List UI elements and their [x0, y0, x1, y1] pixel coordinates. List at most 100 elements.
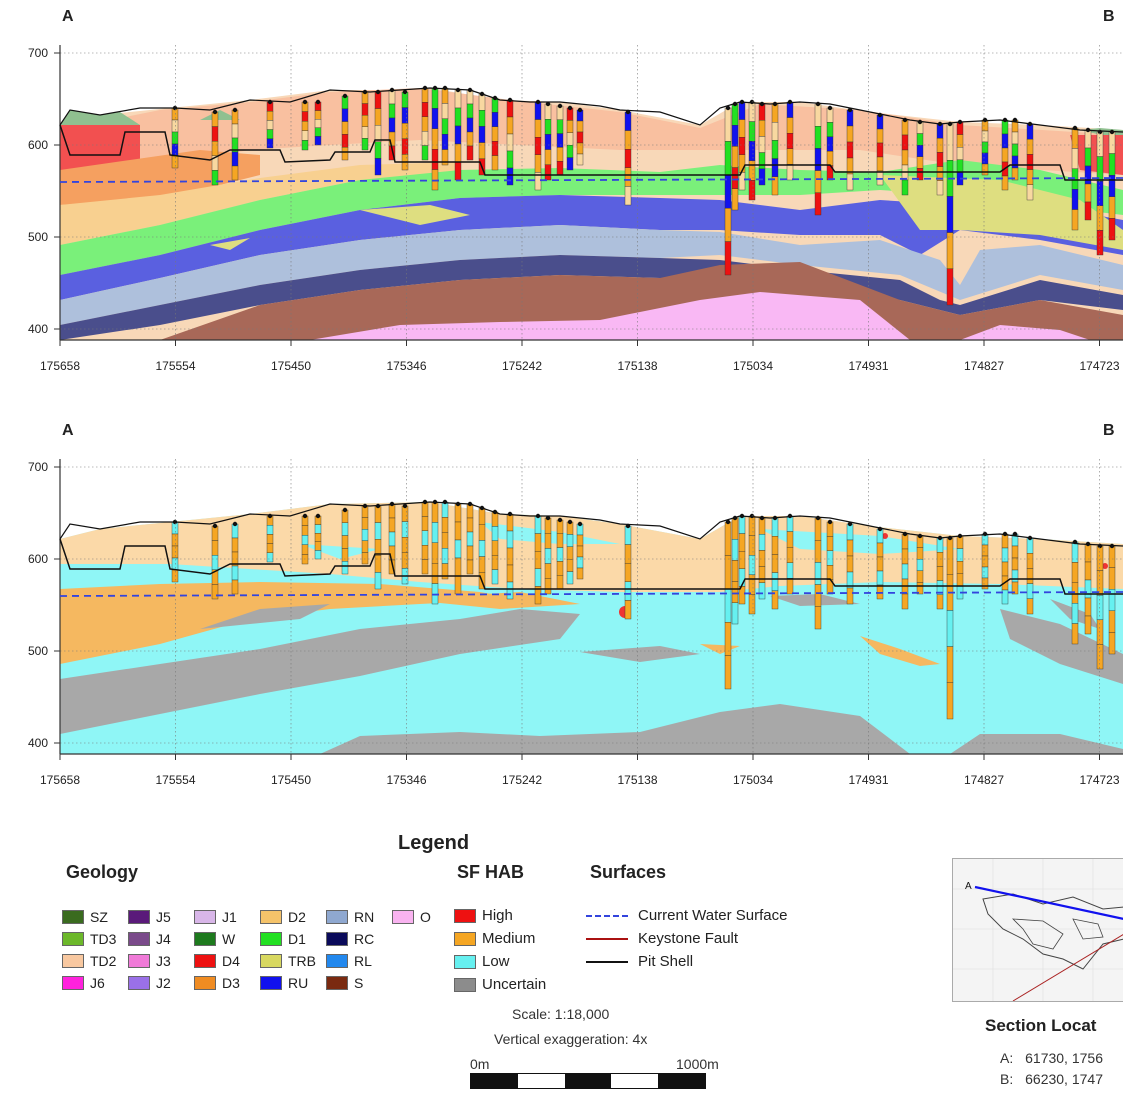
x-tick-label: 174723 [1079, 359, 1119, 373]
section-location-map: A [952, 858, 1123, 1002]
geology-swatch [62, 932, 84, 946]
x-tick-label: 175138 [617, 773, 657, 787]
geology-item-j6: J6 [62, 972, 128, 994]
geology-code: D4 [222, 953, 240, 969]
hab-uncertain-bottom-2 [950, 734, 1123, 754]
scale-bar [470, 1073, 706, 1089]
location-b-coords: 66230, 1747 [1025, 1071, 1103, 1087]
layer-ru [60, 195, 1123, 300]
geology-swatch [260, 910, 282, 924]
keystone-fault-map [1012, 934, 1123, 1001]
geology-item-ru: RU [260, 972, 326, 994]
geology-code: J4 [156, 931, 171, 947]
section-location-title: Section Locat [985, 1016, 1097, 1035]
water-surface-line [59, 177, 1123, 183]
sfhab-swatch [454, 954, 476, 969]
section-location-a: A: 61730, 1756 [1000, 1050, 1103, 1066]
geology-item-td3: TD3 [62, 928, 128, 950]
geology-swatch [194, 976, 216, 990]
geology-swatch [326, 910, 348, 924]
geology-code: RL [354, 953, 372, 969]
hab-high-spot-2 [882, 533, 888, 539]
geology-item-rl: RL [326, 950, 392, 972]
geology-item-j2: J2 [128, 972, 194, 994]
geology-item-td2: TD2 [62, 950, 128, 972]
geology-swatch [326, 954, 348, 968]
geology-code: J2 [156, 975, 171, 991]
geology-legend: SZ J5 J1 D2 RN O TD3 J4 W D1 RC TD2 J3 D4 TRB RL J6 J2 D3 R… [62, 906, 458, 994]
geology-code: TD3 [90, 931, 117, 947]
y-tick-label: 400 [28, 322, 48, 336]
geology-swatch [260, 976, 282, 990]
layer-rc [60, 255, 1123, 340]
geology-empty-slot [392, 928, 458, 950]
terrain-surface [59, 501, 1123, 547]
map-outline [982, 893, 1123, 970]
x-axis: 175658 175554 175450 175346 175242 175138 1750… [40, 754, 1120, 787]
y-axis: 700 600 500 400 [28, 46, 60, 336]
geology-swatch [128, 976, 150, 990]
surface-line-swatch [586, 914, 628, 917]
y-tick-label: 600 [28, 552, 48, 566]
geology-code: S [354, 975, 364, 991]
geology-swatch [260, 954, 282, 968]
hab-medium-top [60, 502, 1123, 592]
section-location-b: B: 66230, 1747 [1000, 1071, 1103, 1087]
x-tick-label: 175346 [386, 773, 426, 787]
geology-code: W [222, 931, 236, 947]
x-tick-label: 175554 [155, 359, 195, 373]
pit-shell-line [59, 538, 1123, 595]
layer-d3 [60, 150, 260, 205]
scalebar-end-label: 1000m [676, 1056, 719, 1072]
geology-swatch [326, 932, 348, 946]
sfhab-item-high: High [454, 904, 546, 927]
layer-o [310, 292, 910, 340]
sfhab-legend-title: SF HAB [457, 862, 524, 882]
geology-item-s: S [326, 972, 392, 994]
x-tick-label: 175450 [271, 359, 311, 373]
geology-swatch [194, 932, 216, 946]
geology-item-j4: J4 [128, 928, 194, 950]
sfhab-item-uncertain: Uncertain [454, 973, 546, 996]
x-tick-label: 175658 [40, 359, 80, 373]
geology-code: D2 [288, 909, 306, 925]
geology-code: RN [354, 909, 375, 925]
inset-a-label: A [965, 881, 972, 892]
scale-label: Scale: 1:18,000 [512, 1006, 610, 1022]
y-tick-label: 700 [28, 46, 48, 60]
geology-empty-slot [392, 972, 458, 994]
geology-swatch [260, 932, 282, 946]
layer-d1 [60, 160, 1123, 275]
sfhab-legend: High Medium Low Uncertain [454, 904, 546, 996]
y-axis: 700 600 500 400 [28, 460, 60, 750]
geology-swatch [128, 932, 150, 946]
geology-item-o: O [392, 906, 458, 928]
section1-point-a: A [62, 8, 74, 25]
sfhab-label: Low [482, 953, 510, 970]
location-a-label: A: [1000, 1050, 1014, 1066]
surface-label: Keystone Fault [638, 930, 739, 947]
scalebar-start-label: 0m [470, 1056, 490, 1072]
hab-uncertain-5 [1000, 609, 1123, 684]
surfaces-legend: Current Water Surface Keystone Fault Pit S… [586, 904, 788, 973]
geology-code: D1 [288, 931, 306, 947]
geology-swatch [128, 910, 150, 924]
geology-item-trb: TRB [260, 950, 326, 972]
layer-td2 [60, 88, 1123, 180]
water-surface-line [59, 591, 1123, 597]
geology-empty-slot [392, 950, 458, 972]
geology-swatch [326, 976, 348, 990]
geology-code: RU [288, 975, 309, 991]
geology-code: J1 [222, 909, 237, 925]
geology-code: J5 [156, 909, 171, 925]
x-tick-label: 175242 [502, 773, 542, 787]
surface-item-current-water-surface: Current Water Surface [586, 904, 788, 927]
x-tick-label: 175346 [386, 359, 426, 373]
x-tick-label: 174723 [1079, 773, 1119, 787]
layer-trb-2 [360, 205, 470, 225]
geology-item-j3: J3 [128, 950, 194, 972]
geology-legend-title: Geology [66, 862, 139, 882]
geology-code: O [420, 909, 431, 925]
geology-swatch [194, 910, 216, 924]
sfhab-label: High [482, 907, 513, 924]
